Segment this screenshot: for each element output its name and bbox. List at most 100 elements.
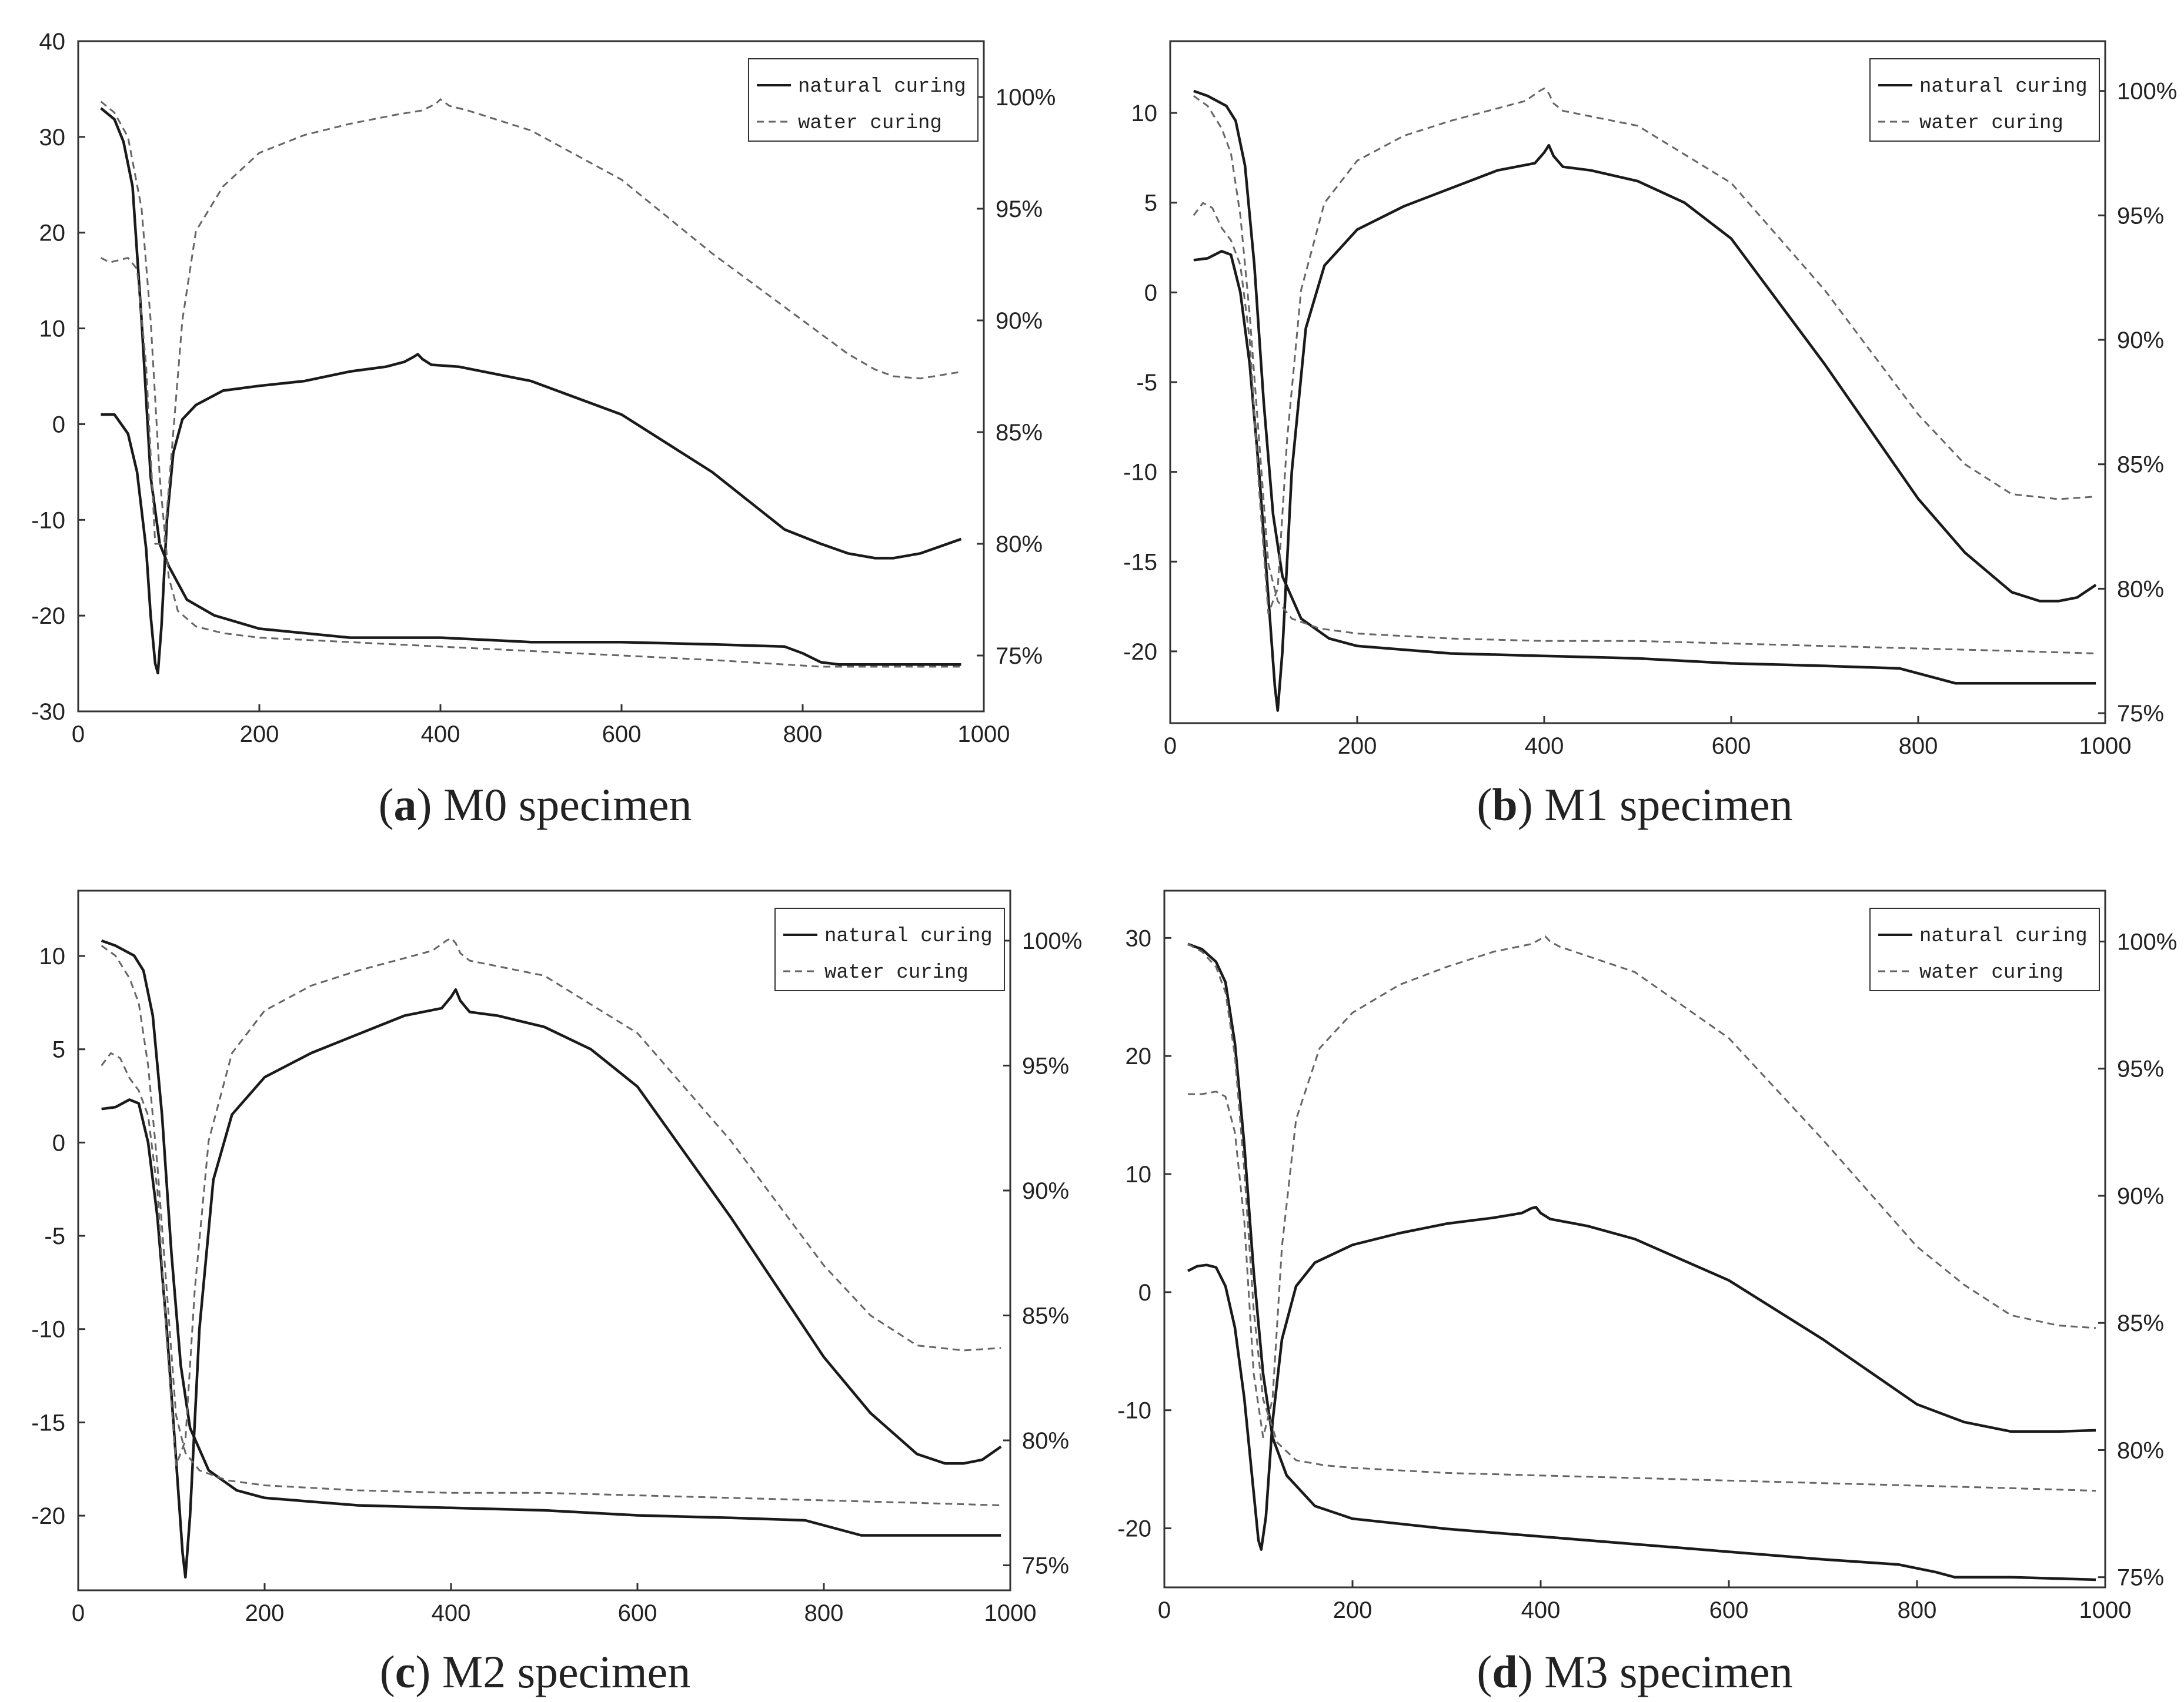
plot-frame	[77, 890, 1011, 1591]
x-tick-label: 0	[1158, 1597, 1171, 1623]
y2-tick-label: 90%	[1022, 1178, 1069, 1204]
y-tick-label: -10	[1123, 460, 1157, 486]
series-water-heat-flow-line	[101, 937, 1001, 1466]
x-tick-label: 400	[421, 721, 460, 747]
caption-paren-open: (	[380, 1646, 395, 1697]
x-tick-label: 800	[1898, 1597, 1937, 1623]
y-tick-label: 10	[39, 944, 66, 969]
legend-box	[748, 58, 979, 142]
chart-panel-1: 0 200 400 600 800 1000 -30 -20 -10 0 10 20 30 40 75% 80…	[31, 29, 1056, 830]
y-tick-label: -15	[31, 1410, 65, 1436]
y-tick-label: 5	[1144, 190, 1157, 216]
y2-tick-label: 75%	[2117, 1565, 2164, 1591]
legend-label: water curing	[1919, 112, 2063, 135]
plot-frame	[1169, 40, 2106, 724]
legend-box	[1869, 908, 2100, 991]
chart-legend: natural curing water curing	[1869, 908, 2100, 991]
caption-text: ) M1 specimen	[1518, 779, 1793, 830]
legend-label: water curing	[798, 112, 942, 135]
y2-tick-label: 75%	[2117, 701, 2164, 727]
chart-legend: natural curing water curing	[774, 908, 1005, 991]
y2-tick-label: 100%	[996, 85, 1056, 111]
legend-label: natural curing	[1919, 925, 2088, 948]
x-tick-label: 0	[72, 1600, 85, 1626]
caption-letter: d	[1492, 1646, 1517, 1697]
plot-frame	[77, 40, 985, 713]
series-natural-heat-flow-line	[101, 988, 1002, 1579]
y2-tick-label: 95%	[1022, 1054, 1069, 1079]
y-tick-label: 30	[39, 125, 66, 151]
y-tick-label: -5	[1136, 370, 1157, 396]
y-tick-label: -10	[1117, 1398, 1151, 1424]
y-tick-label: -10	[31, 507, 65, 533]
x-tick-label: 200	[1333, 1597, 1372, 1623]
y2-tick-label: 85%	[2117, 452, 2164, 478]
x-tick-label: 400	[1521, 1597, 1561, 1623]
y-tick-label: 0	[1138, 1280, 1151, 1306]
y-tick-label: 10	[39, 316, 66, 342]
x-tick-label: 0	[72, 721, 85, 747]
y2-tick-label: 85%	[1022, 1303, 1069, 1329]
chart-panel-2: 0 200 400 600 800 1000 -20 -15 -10 -5 0 5 10 75% 80% 85…	[1123, 40, 2177, 830]
y-tick-label: 20	[39, 220, 66, 246]
series-natural-heat-flow-line	[1187, 1206, 2096, 1551]
y-tick-label: 40	[39, 29, 66, 55]
y-tick-label: -20	[31, 603, 65, 629]
y2-tick-label: 100%	[2117, 929, 2177, 955]
series-water-heat-flow-line	[1193, 87, 2096, 615]
y2-tick-label: 80%	[2117, 576, 2164, 602]
series-water-mass-line	[101, 945, 1001, 1506]
caption-letter: b	[1492, 779, 1517, 830]
y-tick-label: 0	[52, 1130, 65, 1156]
chart-legend: natural curing water curing	[1869, 58, 2100, 142]
x-tick-label: 800	[783, 721, 823, 747]
x-tick-label: 1000	[2079, 733, 2132, 759]
x-tick-label: 200	[245, 1600, 285, 1626]
y-tick-label: -15	[1123, 549, 1157, 575]
y-tick-label: -20	[31, 1503, 65, 1529]
y-tick-label: 10	[1131, 101, 1158, 126]
series-natural-heat-flow-line	[1193, 143, 2097, 712]
legend-label: natural curing	[1919, 76, 2088, 98]
x-tick-label: 1000	[958, 721, 1010, 747]
y2-tick-label: 90%	[996, 308, 1043, 334]
caption-text: ) M3 specimen	[1518, 1646, 1793, 1697]
caption-paren-open: (	[1477, 1646, 1492, 1697]
y-tick-label: -10	[31, 1317, 65, 1343]
y-tick-label: 5	[52, 1037, 65, 1063]
y-tick-label: -5	[44, 1223, 65, 1249]
y2-tick-label: 95%	[996, 196, 1043, 222]
x-tick-label: 800	[804, 1600, 844, 1626]
x-tick-label: 0	[1164, 733, 1177, 759]
series-water-heat-flow-line	[1188, 935, 2096, 1439]
caption-paren-open: (	[1477, 779, 1492, 830]
legend-label: water curing	[824, 962, 969, 984]
series-natural-mass-line	[101, 939, 1001, 1537]
caption-text: ) M0 specimen	[417, 779, 692, 830]
caption-letter: a	[394, 779, 417, 830]
y2-tick-label: 80%	[2117, 1437, 2164, 1463]
y2-tick-label: 95%	[2117, 203, 2164, 229]
x-tick-label: 200	[240, 721, 279, 747]
series-natural-mass-line	[1193, 89, 2096, 685]
series-water-mass-line	[1187, 943, 2096, 1492]
y-tick-label: 30	[1126, 925, 1152, 951]
y2-tick-label: 90%	[2117, 1183, 2164, 1209]
y-tick-label: 0	[1144, 280, 1157, 306]
legend-label: water curing	[1919, 962, 2063, 984]
y-tick-label: -30	[31, 699, 65, 725]
legend-label: natural curing	[798, 76, 966, 98]
x-tick-label: 400	[1525, 733, 1564, 759]
x-tick-label: 1000	[2079, 1597, 2132, 1623]
series-water-heat-flow-line	[100, 98, 961, 545]
x-tick-label: 200	[1338, 733, 1377, 759]
series-natural-mass-line	[1187, 942, 2096, 1581]
y-tick-label: 0	[52, 412, 65, 437]
x-tick-label: 600	[602, 721, 642, 747]
y2-tick-label: 100%	[2117, 79, 2177, 105]
caption-text: ) M2 specimen	[415, 1646, 690, 1697]
y2-tick-label: 95%	[2117, 1056, 2164, 1082]
x-tick-label: 600	[1712, 733, 1751, 759]
figure-caption: (c) M2 specimen	[380, 1646, 691, 1697]
